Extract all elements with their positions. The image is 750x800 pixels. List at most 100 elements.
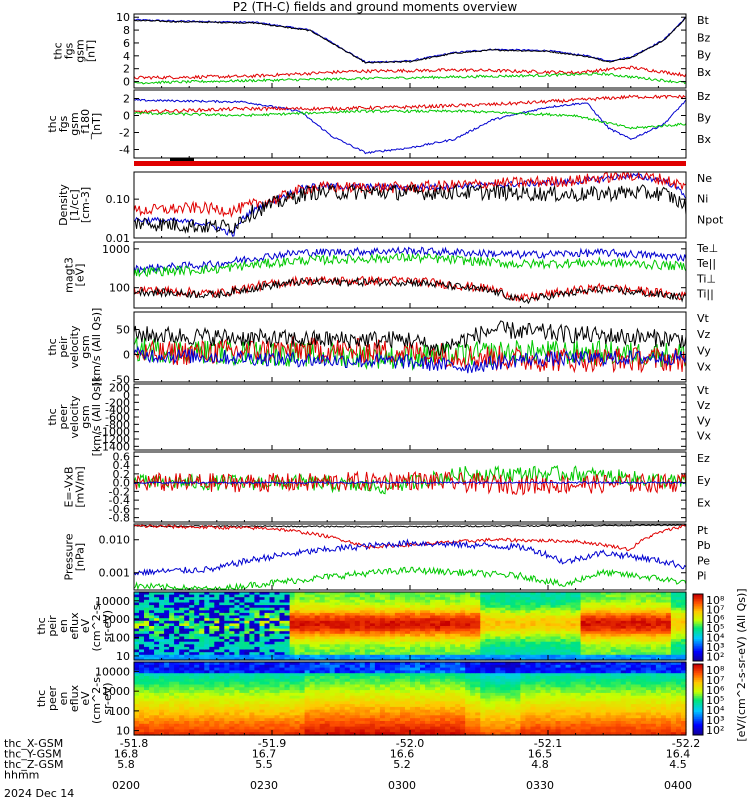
spectrogram-cell <box>204 620 210 624</box>
spectrogram-cell <box>681 612 687 617</box>
spectrogram-cell <box>199 594 205 598</box>
spectrogram-cell <box>570 626 577 630</box>
spectrogram-cell <box>229 729 235 733</box>
spectrogram-cell <box>279 620 286 624</box>
spectrogram-cell <box>530 599 536 603</box>
spectrogram-cell <box>224 729 230 733</box>
spectrogram-cell <box>179 692 185 697</box>
spectrogram-cell <box>319 599 326 603</box>
spectrogram-cell <box>525 597 531 601</box>
spectrogram-cell <box>254 704 260 708</box>
spectrogram-cell <box>234 706 240 711</box>
spectrogram-cell <box>189 715 195 719</box>
spectrogram-cell <box>389 721 396 725</box>
spectrogram-cell <box>374 698 381 702</box>
spectrogram-cell <box>425 607 431 611</box>
spectrogram-cell <box>369 610 376 614</box>
spectrogram-cell <box>134 594 140 598</box>
spectrogram-cell <box>359 712 366 716</box>
spectrogram-cell <box>254 676 260 680</box>
spectrogram-cell <box>159 695 165 700</box>
spectrogram-cell <box>354 729 361 733</box>
spectrogram-cell <box>560 652 567 656</box>
spectrogram-cell <box>164 612 170 617</box>
spectrogram-cell <box>154 602 160 606</box>
spectrogram-cell <box>164 681 170 686</box>
spectrogram-cell <box>299 690 306 694</box>
spectrogram-cell <box>570 605 577 609</box>
spectrogram-cell <box>239 654 245 658</box>
spectrogram-cell <box>339 678 346 683</box>
spectrogram-cell <box>420 644 426 648</box>
spectrogram-cell <box>374 605 381 609</box>
spectrogram-cell <box>249 602 255 606</box>
spectrogram-cell <box>204 701 210 705</box>
spectrogram-cell <box>630 646 637 651</box>
spectrogram-cell <box>164 618 170 622</box>
spectrogram-cell <box>329 636 336 640</box>
spectrogram-cell <box>620 628 627 632</box>
spectrogram-cell <box>475 657 481 661</box>
spectrogram-cell <box>154 712 160 716</box>
spectrogram-cell <box>179 636 185 640</box>
spectrogram-cell <box>645 628 652 632</box>
spectrogram-cell <box>204 618 210 622</box>
spectrogram-cell <box>309 599 316 603</box>
spectrogram-cell <box>329 681 336 686</box>
spectrogram-cell <box>450 687 456 691</box>
spectrogram-cell <box>676 615 682 619</box>
spectrogram-cell <box>650 610 657 614</box>
spectrogram-cell <box>374 701 381 705</box>
spectrogram-cell <box>204 678 210 683</box>
spectrogram-cell <box>139 592 145 596</box>
spectrogram-cell <box>585 607 592 611</box>
spectrogram-cell <box>169 695 175 700</box>
spectrogram-cell <box>676 605 682 609</box>
spectrogram-cell <box>289 664 296 669</box>
spectrogram-cell <box>430 678 436 683</box>
spectrogram-cell <box>510 644 516 648</box>
spectrogram-cell <box>600 610 607 614</box>
spectrogram-cell <box>199 615 205 619</box>
spectrogram-cell <box>495 644 501 648</box>
spectrogram-cell <box>525 644 531 648</box>
spectrogram-cell <box>570 610 577 614</box>
spectrogram-cell <box>485 612 491 617</box>
spectrogram-cell <box>530 654 536 658</box>
spectrogram-cell <box>209 602 215 606</box>
spectrogram-cell <box>209 678 215 683</box>
spectrogram-cell <box>249 704 255 708</box>
spectrogram-cell <box>374 623 381 627</box>
spectrogram-cell <box>199 664 205 669</box>
spectrogram-cell <box>364 628 371 632</box>
spectrogram-cell <box>480 612 486 617</box>
spectrogram-cell <box>294 709 301 714</box>
spectrogram-cell <box>294 732 301 736</box>
spectrogram-cell <box>199 718 205 722</box>
legend-Pi: Pi <box>697 569 706 582</box>
spectrogram-cell <box>425 690 431 694</box>
spectrogram-cell <box>204 664 210 669</box>
spectrogram-cell <box>430 667 436 671</box>
spectrogram-cell <box>284 692 291 697</box>
spectrogram-cell <box>425 692 431 697</box>
spectrogram-cell <box>329 628 336 632</box>
spectrogram-cell <box>470 623 476 627</box>
spectrogram-cell <box>149 657 155 661</box>
spectrogram-cell <box>670 639 677 643</box>
spectrogram-cell <box>379 687 386 691</box>
spectrogram-cell <box>630 636 637 640</box>
spectrogram-cell <box>164 652 170 656</box>
spectrogram-cell <box>299 652 306 656</box>
spectrogram-cell <box>339 729 346 733</box>
chart-title: P2 (TH-C) fields and ground moments over… <box>233 0 518 14</box>
spectrogram-cell <box>384 726 391 730</box>
spectrogram-cell <box>405 732 411 736</box>
spectrogram-cell <box>410 644 416 648</box>
spectrogram-cell <box>234 652 240 656</box>
spectrogram-cell <box>189 628 195 632</box>
spectrogram-cell <box>415 684 421 688</box>
spectrogram-cell <box>550 631 557 635</box>
spectrogram-cell <box>520 636 526 640</box>
legend-Ey: Ey <box>697 474 711 487</box>
